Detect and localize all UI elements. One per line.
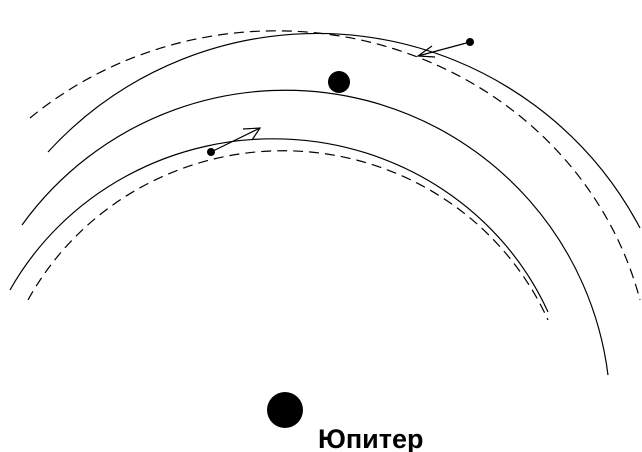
jupiter-label: Юпитер <box>318 424 423 452</box>
velocity-arrow-inner <box>210 127 262 153</box>
velocity-arrow-outer <box>416 41 471 58</box>
outer-perturbed-orbit <box>29 30 641 301</box>
outer-orbit <box>47 32 641 229</box>
middle-orbit <box>21 89 609 376</box>
inner-orbit <box>9 138 549 313</box>
inner-perturbed-orbit <box>27 150 549 321</box>
body-large <box>328 71 350 93</box>
jupiter <box>267 392 303 428</box>
